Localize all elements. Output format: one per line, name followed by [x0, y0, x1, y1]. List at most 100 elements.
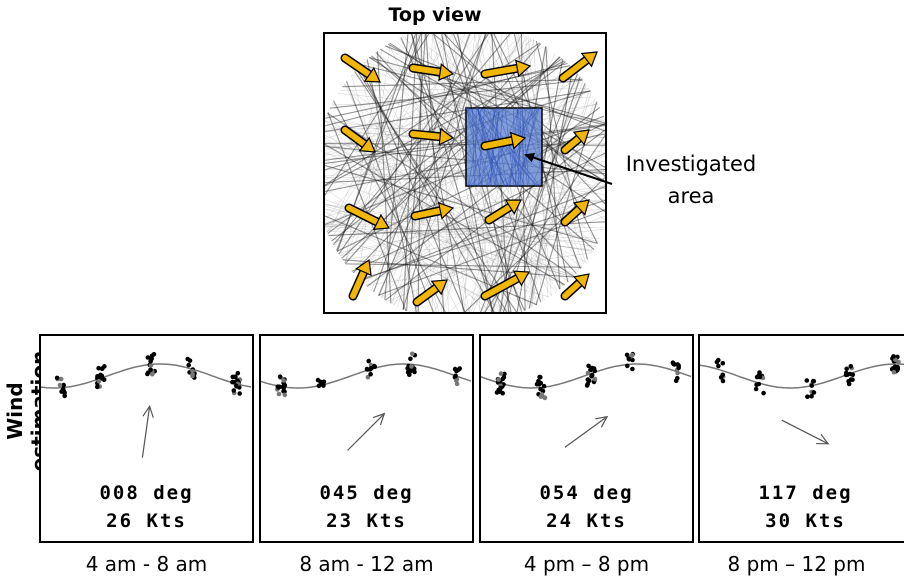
flight-track: [417, 34, 470, 312]
wind-vector-arrow: [410, 201, 455, 221]
flight-track: [344, 47, 383, 264]
flight-track: [325, 165, 599, 243]
flight-track: [325, 203, 596, 247]
flight-track: [360, 34, 483, 281]
flight-track: [365, 60, 505, 312]
wind-sample-dot: [321, 383, 326, 388]
flight-track: [329, 79, 583, 109]
flight-track: [325, 225, 594, 250]
wind-sample-dot: [186, 362, 191, 368]
wind-sample-dot: [316, 383, 322, 389]
wind-sample-dot: [585, 370, 591, 376]
area-track: [496, 107, 525, 187]
flight-track: [358, 67, 504, 312]
wind-panel-3: 054 deg 24 Kts: [479, 334, 694, 543]
wind-direction-arrow: [141, 406, 151, 458]
area-track: [521, 107, 530, 187]
flight-track: [325, 123, 605, 161]
investigated-label-line1: Investigated: [625, 152, 757, 176]
wind-sample-dot: [542, 395, 547, 400]
flight-track: [366, 106, 601, 288]
flight-track: [325, 169, 605, 184]
wind-direction-arrow: [347, 413, 385, 451]
flight-track: [361, 63, 466, 312]
flight-track: [417, 34, 423, 312]
flight-track: [325, 73, 578, 139]
wind-sample-dot: [190, 368, 195, 374]
wind-sample-dot: [315, 377, 321, 383]
wind-direction-arrowhead: [816, 433, 830, 445]
flight-track: [484, 78, 582, 312]
flight-track: [325, 125, 605, 164]
top-view-title: Top view: [388, 4, 482, 26]
flight-track: [327, 58, 563, 234]
flight-track: [325, 135, 586, 263]
wind-sample-dot: [811, 379, 817, 384]
flight-track: [354, 71, 518, 312]
wind-panel-1-plot: [41, 352, 252, 458]
wind-speed: 26 Kts: [106, 510, 187, 532]
flight-track: [470, 73, 578, 312]
wind-sample-dot: [848, 364, 854, 369]
flight-track: [402, 34, 418, 310]
wind-sample-dot: [276, 385, 281, 390]
wind-sample-dot: [845, 372, 850, 377]
wind-sample-dot: [145, 355, 151, 360]
flight-track: [328, 221, 605, 237]
wind-sample-dot: [405, 366, 410, 371]
flight-track: [411, 34, 465, 312]
wind-vector-arrow: [408, 127, 455, 146]
wind-sample-dot: [805, 394, 810, 399]
flight-track: [351, 74, 420, 312]
wind-vector-arrow: [560, 273, 590, 301]
flight-track: [325, 137, 546, 300]
area-track: [475, 107, 537, 187]
time-label-1: 4 am - 8 am: [85, 552, 208, 576]
flight-track: [545, 46, 561, 290]
flight-track: [365, 252, 593, 286]
wind-direction-arrow: [781, 419, 829, 445]
wind-sample-dot: [716, 357, 721, 363]
flight-track: [392, 34, 469, 305]
flight-track: [384, 34, 409, 300]
flight-track: [362, 63, 565, 286]
wind-fit-curve: [700, 363, 904, 389]
wind-direction-arrowhead: [595, 415, 609, 428]
top-view-panel: [323, 32, 607, 314]
wind-sample-dot: [148, 359, 153, 364]
flight-track: [327, 112, 407, 312]
flight-track: [331, 61, 566, 242]
flight-track: [325, 173, 605, 178]
flight-track: [331, 96, 595, 106]
wind-sample-dot: [494, 390, 500, 395]
wind-sample-dot: [282, 382, 288, 388]
flight-track: [363, 62, 440, 312]
wind-vector-arrow: [408, 63, 455, 81]
flight-track: [325, 116, 604, 224]
flight-track: [358, 66, 495, 312]
flight-track: [339, 187, 605, 257]
wind-sample-dot: [672, 362, 677, 367]
pointer-arrow: [524, 152, 613, 185]
flight-track: [325, 187, 493, 312]
wind-sample-dot: [54, 375, 60, 381]
wind-sample-dot: [757, 370, 762, 375]
wind-vector-arrow: [340, 125, 376, 153]
wind-direction-arrowhead: [372, 412, 386, 426]
wind-sample-dot: [891, 354, 896, 359]
wind-vector-field: [340, 51, 598, 307]
wind-direction: 054 deg: [539, 482, 634, 504]
flight-track: [515, 34, 586, 263]
wind-sample-dot: [57, 382, 63, 388]
wind-vector-arrow: [344, 203, 391, 231]
wind-sample-dot: [277, 374, 283, 379]
wind-direction-arrow: [564, 416, 608, 448]
wind-sample-dot: [368, 371, 373, 377]
wind-sample-dot: [629, 352, 635, 358]
flight-track: [325, 223, 598, 243]
flight-track: [328, 226, 605, 236]
wind-sample-dot: [235, 370, 241, 376]
flight-track: [343, 84, 582, 268]
flight-track: [479, 73, 579, 312]
